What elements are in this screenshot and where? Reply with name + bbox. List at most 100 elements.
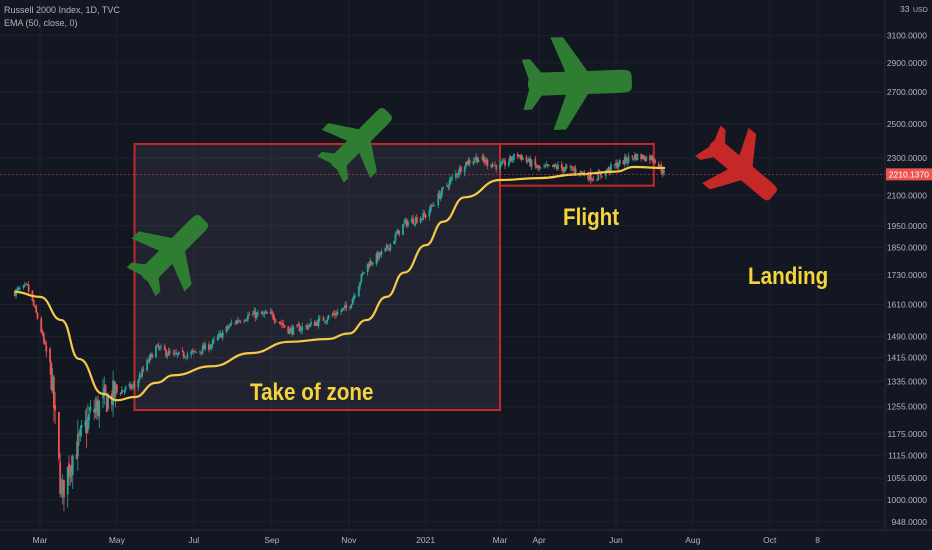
candle-body	[636, 154, 639, 161]
price-tick-label: 1490.0000	[887, 331, 927, 341]
zone-boxes	[133, 142, 655, 412]
candle-body	[32, 300, 35, 306]
candle-body	[58, 411, 60, 459]
candle-body	[331, 314, 334, 316]
candle-body	[394, 234, 397, 241]
price-axis[interactable]: 3100.0000 2900.0000 2700.0000 2500.0000 2300…	[884, 0, 932, 530]
green-airplane-icon	[126, 214, 209, 297]
candle-body	[341, 308, 344, 311]
planes	[126, 37, 777, 297]
candle-body	[244, 320, 247, 321]
candle-body	[511, 159, 514, 161]
candle-body	[163, 345, 166, 351]
candle-body	[622, 160, 625, 165]
candle-body	[526, 161, 529, 163]
candle-body	[581, 171, 583, 173]
candle-body	[500, 163, 503, 165]
candle-body	[601, 175, 603, 177]
candle-body	[151, 354, 154, 359]
candle-body	[359, 282, 362, 286]
candle-body	[351, 299, 354, 305]
candle-body	[626, 161, 629, 163]
candle-body	[263, 313, 266, 315]
time-axis[interactable]: Mar May Jul Sep Nov 2021 Mar Apr Jun Aug Oct 8	[0, 529, 932, 545]
candle-body	[93, 409, 96, 413]
candle-body	[326, 319, 329, 322]
flight-annotation: Flight	[563, 204, 620, 231]
price-tick-label: 2500.0000	[887, 119, 927, 129]
candle-body	[68, 463, 70, 476]
candle-body	[529, 158, 532, 167]
candle-body	[518, 155, 520, 157]
candle-body	[175, 352, 178, 354]
candle-body	[398, 230, 401, 235]
candle-body	[334, 313, 336, 315]
candle-body	[654, 159, 656, 164]
candle-body	[490, 164, 493, 167]
candle-body	[569, 166, 572, 168]
candle-body	[190, 351, 193, 355]
candle-body	[322, 317, 325, 321]
candle-body	[546, 164, 549, 166]
candle-body	[147, 360, 150, 362]
candle-body	[557, 164, 559, 170]
candle-body	[342, 307, 345, 309]
candle-body	[40, 318, 43, 333]
candle-body	[553, 164, 556, 167]
candle-body	[492, 164, 495, 166]
candle-body	[420, 218, 423, 220]
candle-body	[308, 324, 311, 327]
candle-body	[431, 205, 433, 207]
candle-body	[631, 156, 634, 158]
candle-body	[211, 340, 214, 345]
candle-body	[112, 380, 114, 406]
candle-body	[491, 164, 494, 168]
candle-body	[554, 165, 557, 167]
price-tick-label: 2900.0000	[887, 58, 927, 68]
time-tick-label: Oct	[763, 535, 777, 545]
candle-body	[248, 314, 251, 316]
candle-body	[340, 310, 343, 313]
candle-body	[228, 326, 230, 329]
candle-body	[213, 339, 215, 341]
candle-body	[23, 284, 26, 286]
candle-body	[357, 286, 360, 297]
candle-body	[509, 156, 511, 162]
candle-body	[644, 158, 646, 161]
candle-body	[299, 329, 302, 332]
candle-body	[432, 205, 435, 206]
candle-body	[350, 304, 353, 308]
candle-body	[269, 311, 272, 314]
candle-body	[265, 311, 268, 314]
candle-body	[485, 159, 488, 163]
candle-body	[201, 345, 204, 354]
candle-body	[218, 334, 220, 338]
candle-body	[113, 381, 116, 398]
candle-body	[544, 165, 547, 167]
candle-body	[66, 466, 69, 495]
candle-body	[458, 167, 461, 175]
candle-body	[107, 395, 109, 409]
candle-body	[184, 357, 186, 359]
symbol-legend[interactable]: Russell 2000 Index, 1D, TVC	[4, 5, 120, 15]
candle-body	[627, 156, 630, 163]
candle-body	[160, 346, 162, 348]
candle-body	[534, 159, 537, 166]
candle-body	[587, 174, 590, 180]
candle-body	[360, 274, 363, 283]
candle-body	[368, 264, 370, 267]
candle-body	[207, 344, 210, 350]
indicator-legend[interactable]: EMA (50, close, 0)	[4, 18, 78, 28]
candle-body	[336, 311, 339, 315]
candle-body	[292, 326, 295, 335]
takeoff-zone-box	[133, 142, 502, 412]
price-tick-label: 1000.0000	[887, 495, 927, 505]
price-tick-label: 1730.0000	[887, 270, 927, 280]
candle-body	[172, 353, 175, 355]
candle-body	[641, 155, 644, 159]
price-tick-label: 3100.0000	[887, 30, 927, 40]
candle-body	[124, 386, 127, 390]
green-airplane-icon	[317, 108, 392, 183]
